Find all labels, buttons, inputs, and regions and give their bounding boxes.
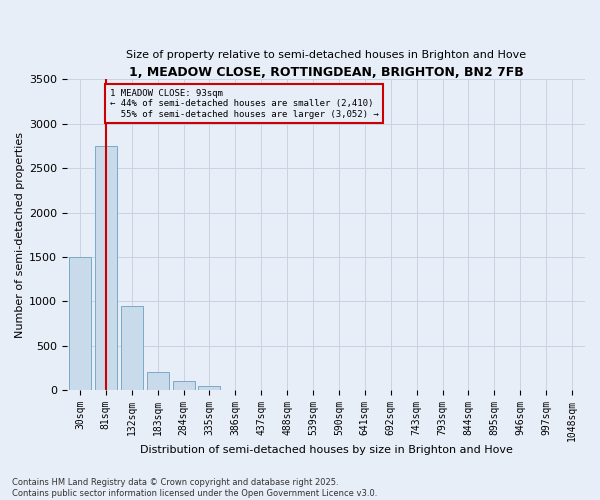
Bar bbox=[95, 146, 117, 390]
Text: 1 MEADOW CLOSE: 93sqm
← 44% of semi-detached houses are smaller (2,410)
  55% of: 1 MEADOW CLOSE: 93sqm ← 44% of semi-deta… bbox=[110, 89, 379, 118]
Text: Size of property relative to semi-detached houses in Brighton and Hove: Size of property relative to semi-detach… bbox=[126, 50, 526, 60]
Bar bbox=[69, 257, 91, 390]
Bar bbox=[121, 306, 143, 390]
Y-axis label: Number of semi-detached properties: Number of semi-detached properties bbox=[15, 132, 25, 338]
Text: Contains HM Land Registry data © Crown copyright and database right 2025.
Contai: Contains HM Land Registry data © Crown c… bbox=[12, 478, 377, 498]
Bar bbox=[146, 372, 169, 390]
Bar bbox=[199, 386, 220, 390]
Bar bbox=[173, 381, 194, 390]
Title: 1, MEADOW CLOSE, ROTTINGDEAN, BRIGHTON, BN2 7FB: 1, MEADOW CLOSE, ROTTINGDEAN, BRIGHTON, … bbox=[128, 66, 523, 80]
X-axis label: Distribution of semi-detached houses by size in Brighton and Hove: Distribution of semi-detached houses by … bbox=[140, 445, 512, 455]
